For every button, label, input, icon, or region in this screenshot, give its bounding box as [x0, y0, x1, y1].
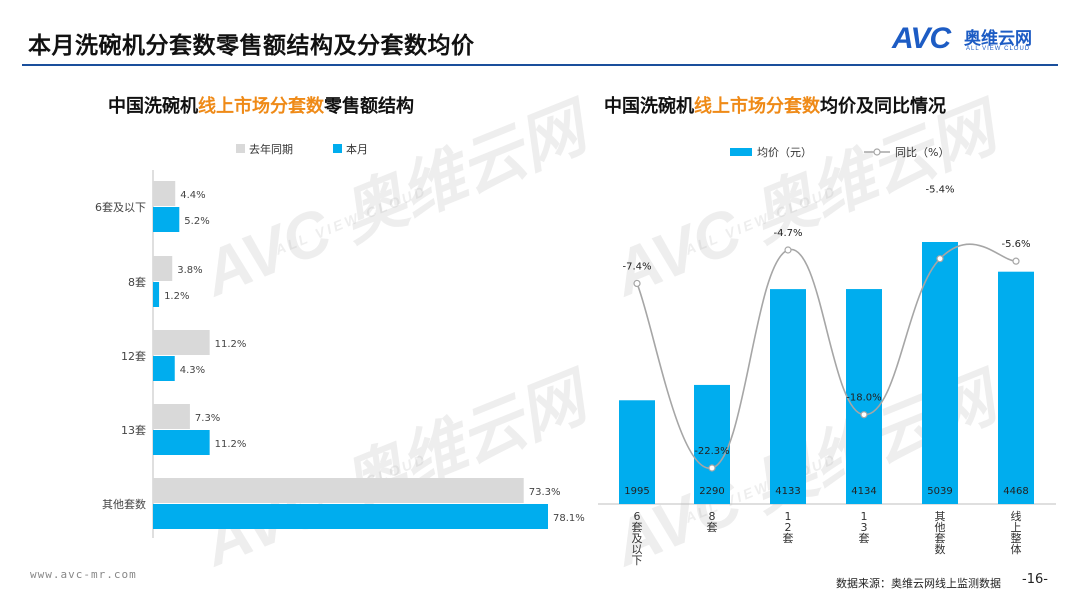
legend-label-last-year: 去年同期 — [249, 142, 293, 156]
left-title-part1: 中国洗碗机 — [108, 96, 198, 117]
yoy-point — [1012, 257, 1020, 265]
category-label: 12套 — [121, 350, 146, 363]
data-label: 7.3% — [195, 413, 220, 424]
bar-avg-price — [770, 289, 806, 504]
data-label: 73.3% — [529, 487, 561, 498]
data-label: 1995 — [624, 486, 649, 497]
category-label: 线上整体 — [1011, 509, 1022, 556]
left-title-part3: 零售额结构 — [324, 96, 414, 117]
right-title-part3: 均价及同比情况 — [820, 96, 946, 117]
logo-avc-text: AVC — [892, 22, 951, 55]
yoy-point — [860, 411, 868, 419]
website-url: www.avc-mr.com — [30, 568, 137, 581]
data-label: 4134 — [851, 486, 876, 497]
data-label: 4.4% — [180, 190, 205, 201]
data-label: -5.4% — [925, 185, 954, 196]
yoy-point — [708, 464, 716, 472]
bar-current — [153, 282, 160, 307]
data-label: 5.2% — [184, 216, 209, 227]
left-title-highlight: 线上市场分套数 — [198, 96, 324, 117]
category-label: 其他套数 — [935, 510, 946, 556]
bar-avg-price — [998, 271, 1034, 504]
data-label: 78.1% — [553, 513, 585, 524]
bar-avg-price — [694, 384, 730, 504]
bar-last-year — [153, 404, 190, 429]
right-title-highlight: 线上市场分套数 — [694, 96, 820, 117]
bar-avg-price — [922, 242, 958, 504]
legend-label-yoy: 同比（%） — [895, 146, 949, 159]
data-label: 2290 — [699, 486, 724, 497]
logo-cn-text: 奥维云网 — [964, 29, 1032, 49]
data-label: 4468 — [1003, 486, 1028, 497]
bar-last-year — [153, 478, 524, 503]
data-label: 4133 — [775, 486, 800, 497]
category-label: 6套及以下 — [95, 201, 146, 214]
right-chart-title: 中国洗碗机线上市场分套数均价及同比情况 — [604, 92, 946, 118]
data-label: 11.2% — [215, 439, 247, 450]
bar-current — [153, 430, 210, 455]
bar-last-year — [153, 330, 210, 355]
category-label: 13套 — [121, 424, 146, 437]
legend-label-avg-price: 均价（元） — [757, 146, 812, 159]
logo-en-text: ALL VIEW CLOUD — [966, 46, 1031, 52]
data-label: -7.4% — [622, 261, 651, 272]
data-label: -18.0% — [846, 393, 881, 404]
right-title-part1: 中国洗碗机 — [604, 96, 694, 117]
legend-label-current: 本月 — [346, 142, 368, 156]
data-label: -5.6% — [1001, 239, 1030, 250]
yoy-point — [936, 255, 944, 263]
category-label: 8套 — [128, 276, 146, 289]
data-label: 4.3% — [180, 365, 205, 376]
left-chart-title: 中国洗碗机线上市场分套数零售额结构 — [108, 92, 414, 118]
legend-swatch-current — [333, 144, 342, 153]
bar-avg-price — [846, 289, 882, 504]
avc-logo: AVC 奥维云网 ALL VIEW CLOUD — [892, 22, 1062, 58]
legend-swatch-last-year — [236, 144, 245, 153]
data-label: 5039 — [927, 486, 952, 497]
data-label: 11.2% — [215, 339, 247, 350]
page-title: 本月洗碗机分套数零售额结构及分套数均价 — [28, 33, 475, 59]
data-source: 数据来源：奥维云网线上监测数据 — [836, 577, 1001, 590]
data-label: -4.7% — [773, 228, 802, 239]
yoy-line — [636, 243, 1017, 469]
legend-marker-yoy — [873, 148, 881, 156]
data-label: -22.3% — [694, 446, 729, 457]
data-label: 1.2% — [164, 291, 189, 302]
legend-swatch-avg-price — [730, 148, 752, 156]
bar-avg-price — [619, 400, 655, 504]
bar-last-year — [153, 256, 173, 281]
page-number: -16- — [1022, 572, 1048, 587]
bar-current — [153, 207, 180, 232]
bar-current — [153, 504, 548, 529]
bar-current — [153, 356, 175, 381]
yoy-point — [784, 246, 792, 254]
category-label: 其他套数 — [102, 498, 146, 511]
bar-last-year — [153, 181, 176, 206]
yoy-point — [633, 279, 641, 288]
title-divider — [22, 64, 1058, 66]
data-label: 3.8% — [177, 265, 202, 276]
